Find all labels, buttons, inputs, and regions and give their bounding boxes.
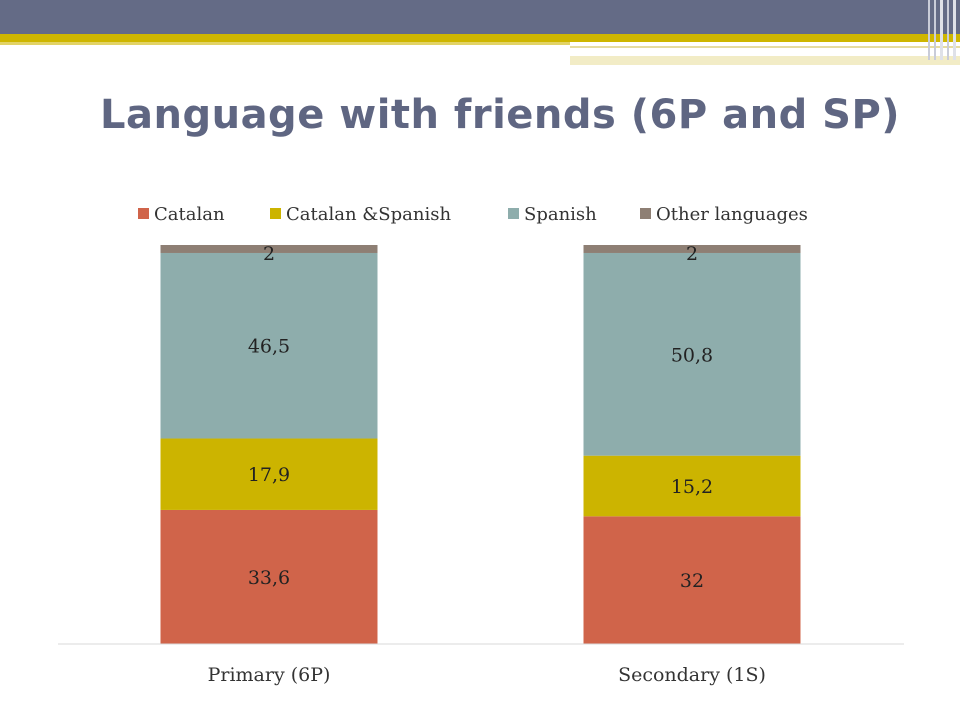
x-tick-label-primary-6p: Primary (6P)	[208, 664, 331, 686]
data-label-secondary-1s-catalan: 32	[680, 570, 704, 592]
header-decoration-lines	[928, 0, 956, 60]
legend-label-catalan-spanish: Catalan &Spanish	[286, 204, 451, 225]
data-label-primary-6p-catalan: 33,6	[248, 567, 290, 589]
legend-label-catalan: Catalan	[154, 204, 225, 225]
bar-segment-primary-6p-other-languages	[160, 245, 378, 253]
header-accent-thin-stripe	[0, 42, 570, 45]
header-accent-pale-stripe	[570, 56, 960, 65]
bar-segment-secondary-1s-spanish	[583, 252, 801, 456]
x-tick-label-secondary-1s: Secondary (1S)	[618, 664, 766, 686]
data-label-secondary-1s-other-languages: 2	[686, 243, 698, 265]
bar-segment-primary-6p-catalan	[160, 509, 378, 644]
header-accent-stripe	[0, 34, 960, 42]
header-band	[0, 0, 960, 34]
data-label-primary-6p-catalan-spanish: 17,9	[248, 464, 290, 486]
legend-label-spanish: Spanish	[524, 204, 597, 225]
bar-segment-primary-6p-spanish	[160, 252, 378, 439]
chart-data-labels: 33,6 17,9 46,5 2 32 15,2 50,8 2	[248, 243, 713, 592]
legend-swatch-other-languages	[640, 208, 651, 219]
chart-bars	[160, 245, 801, 644]
header-accent-line	[570, 46, 960, 48]
legend-label-other-languages: Other languages	[656, 204, 808, 225]
data-label-primary-6p-spanish: 46,5	[248, 336, 290, 358]
legend-swatch-spanish	[508, 208, 519, 219]
slide-title: Language with friends (6P and SP)	[100, 92, 901, 138]
bar-segment-primary-6p-catalan-spanish	[160, 438, 378, 510]
legend-swatch-catalan	[138, 208, 149, 219]
data-label-primary-6p-other-languages: 2	[263, 243, 275, 265]
data-label-secondary-1s-spanish: 50,8	[671, 344, 713, 366]
data-label-secondary-1s-catalan-spanish: 15,2	[671, 476, 713, 498]
x-axis-tick-labels: Primary (6P) Secondary (1S)	[208, 664, 766, 686]
chart-legend: Catalan Catalan &Spanish Spanish Other lang…	[138, 204, 808, 225]
bar-segment-secondary-1s-catalan	[583, 516, 801, 644]
legend-swatch-catalan-spanish	[270, 208, 281, 219]
bar-segment-secondary-1s-other-languages	[583, 245, 801, 253]
bar-segment-secondary-1s-catalan-spanish	[583, 455, 801, 517]
